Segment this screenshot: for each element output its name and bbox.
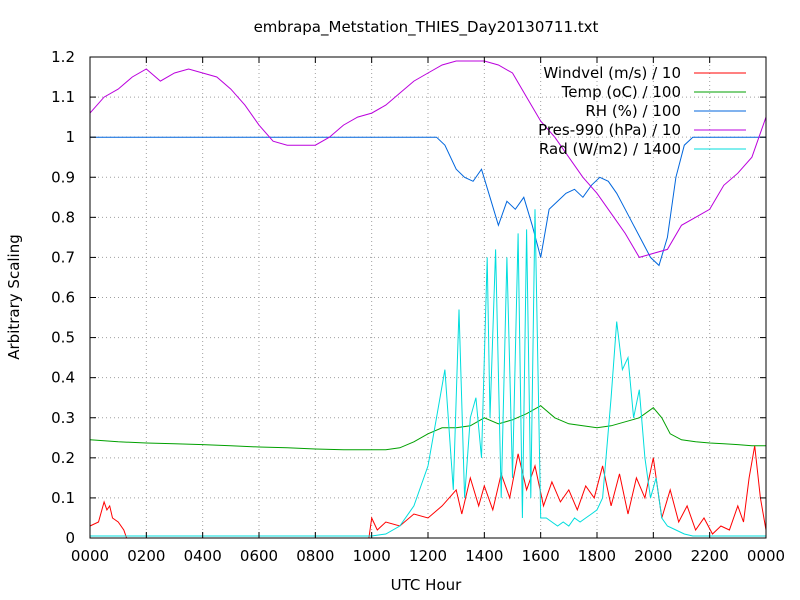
- series-line-1: [89, 445, 767, 539]
- y-tick-label: 0.8: [51, 208, 75, 226]
- x-tick-label: 0400: [184, 547, 222, 565]
- ticks-layer: 0000 0200 0400 0600 0800 1000 1200 1400 1600 1800…: [51, 48, 785, 565]
- x-tick-label: 1800: [578, 547, 616, 565]
- x-tick-label: 0000: [747, 547, 785, 565]
- x-tick-label: 0000: [71, 547, 109, 565]
- legend-label: Temp (oC) / 100: [561, 83, 681, 101]
- y-tick-label: 0: [65, 529, 75, 547]
- y-axis-label: Arbitrary Scaling: [5, 234, 23, 360]
- x-tick-label: 2000: [634, 547, 672, 565]
- y-tick-label: 0.7: [51, 248, 75, 266]
- y-tick-label: 1: [65, 128, 75, 146]
- x-tick-label: 2200: [691, 547, 729, 565]
- legend-label: Windvel (m/s) / 10: [543, 64, 681, 82]
- legend-label: RH (%) / 100: [585, 102, 681, 120]
- y-tick-label: 0.2: [51, 449, 75, 467]
- x-tick-label: 0600: [240, 547, 278, 565]
- y-tick-label: 1.1: [51, 88, 75, 106]
- x-axis-label: UTC Hour: [391, 576, 462, 594]
- y-tick-label: 1.2: [51, 48, 75, 66]
- series-line-4: [89, 60, 767, 258]
- x-tick-label: 1600: [522, 547, 560, 565]
- legend-label: Rad (W/m2) / 1400: [539, 140, 681, 158]
- x-tick-label: 1000: [353, 547, 391, 565]
- legend-label: Pres-990 (hPa) / 10: [538, 121, 681, 139]
- chart-title: embrapa_Metstation_THIES_Day20130711.txt: [254, 18, 599, 37]
- x-tick-label: 0200: [127, 547, 165, 565]
- x-tick-label: 0800: [296, 547, 334, 565]
- y-tick-label: 0.6: [51, 289, 75, 307]
- y-tick-label: 0.5: [51, 329, 75, 347]
- y-tick-label: 0.4: [51, 369, 75, 387]
- series-line-2: [89, 405, 766, 451]
- series-line-3: [90, 136, 766, 267]
- x-tick-label: 1400: [465, 547, 503, 565]
- y-tick-label: 0.9: [51, 168, 75, 186]
- series-line-5: [90, 209, 766, 537]
- y-tick-label: 0.3: [51, 409, 75, 427]
- x-tick-label: 1200: [409, 547, 447, 565]
- y-tick-label: 0.1: [51, 489, 75, 507]
